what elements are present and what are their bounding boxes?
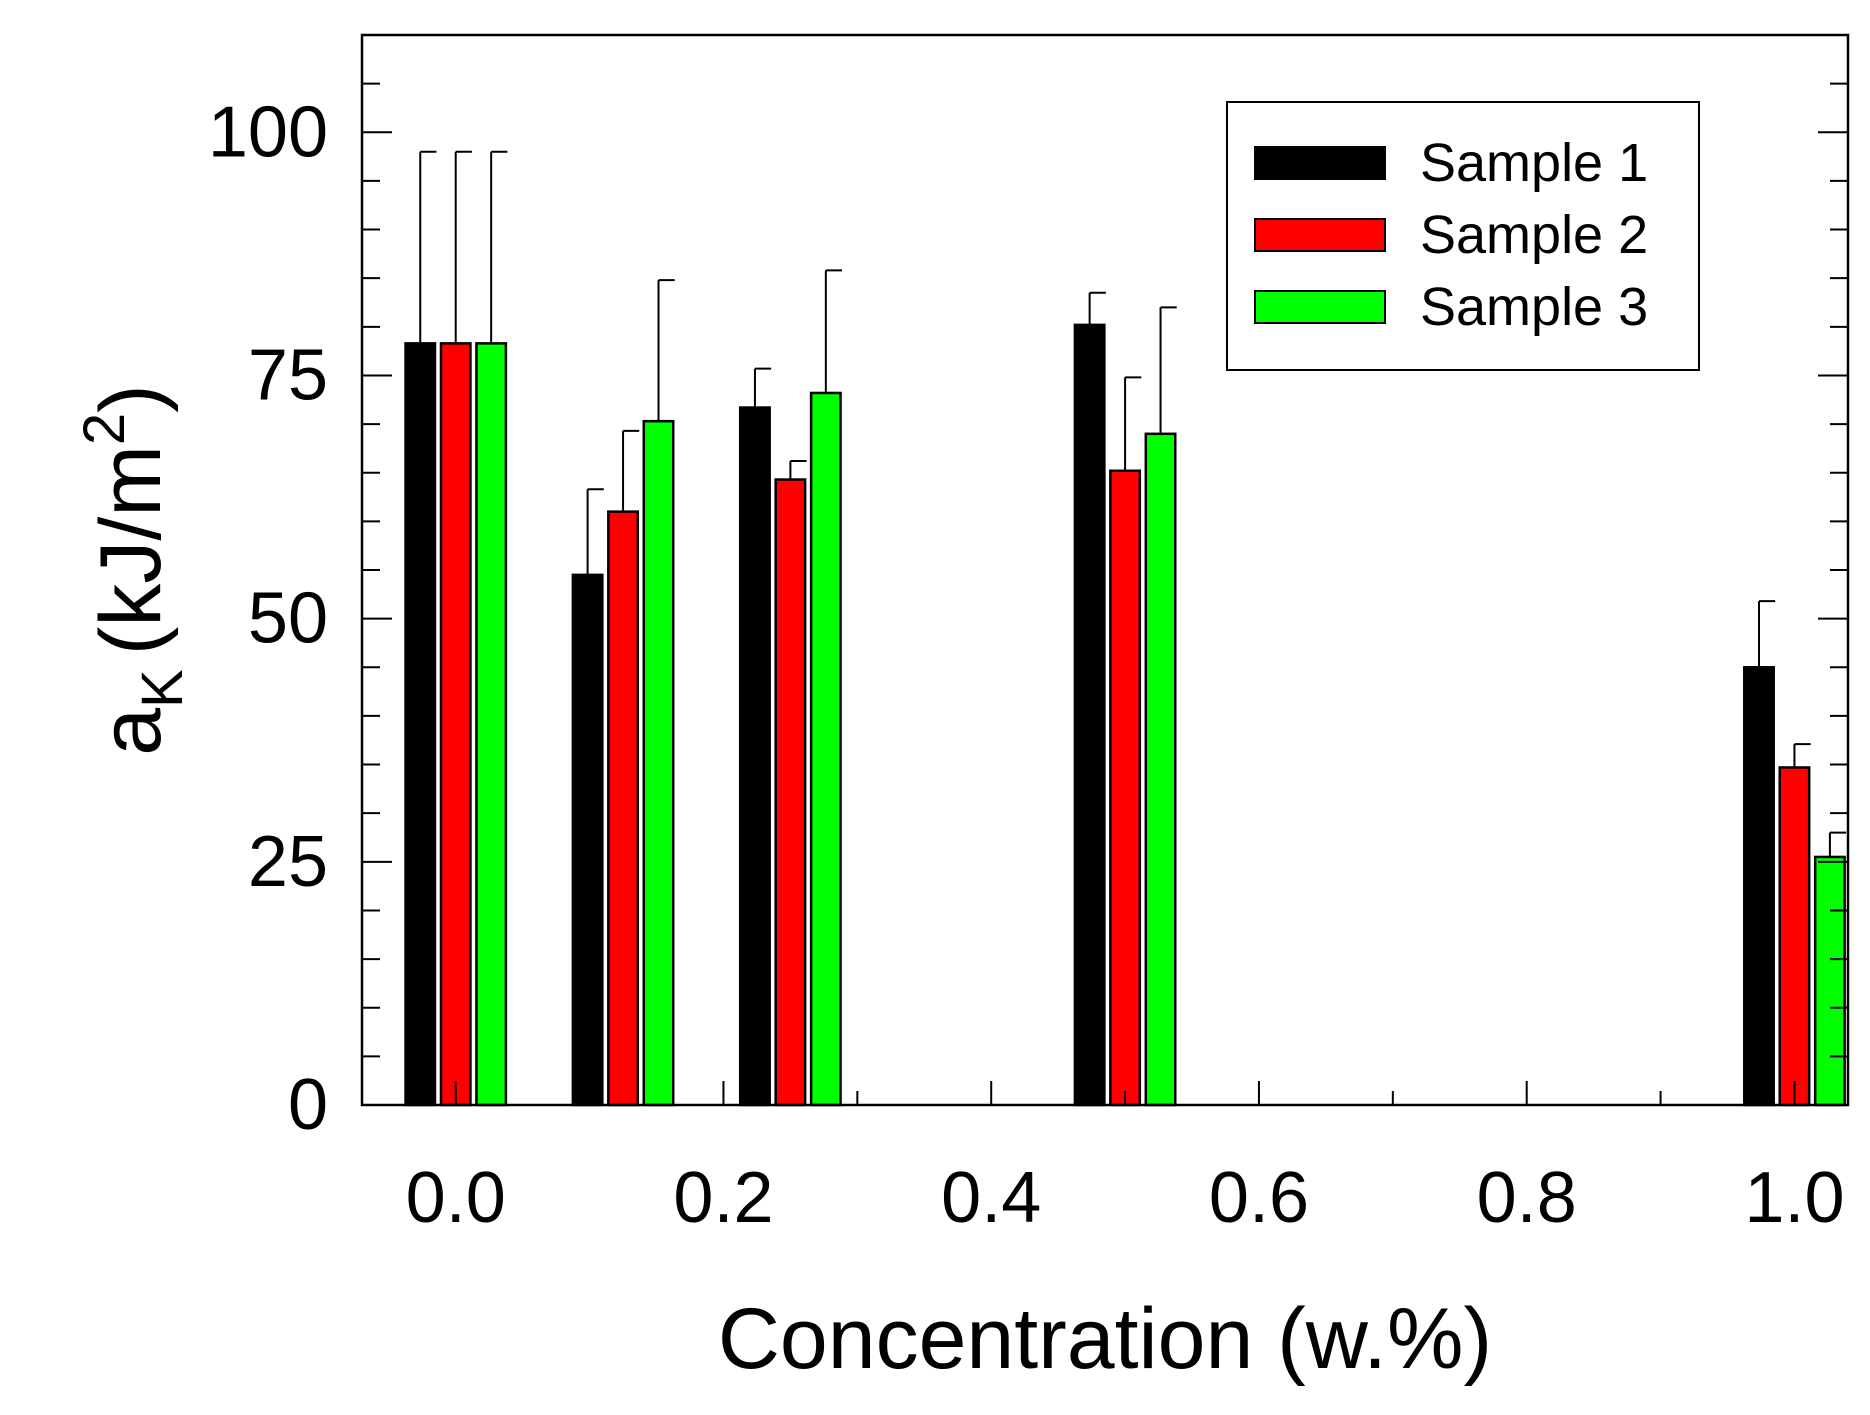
bar-sample-2-group-4 [1109, 469, 1142, 1107]
y-axis-label-close: ) [83, 384, 179, 413]
bar-sample-1-group-3 [738, 406, 771, 1107]
bar-sample-1-group-1 [404, 342, 437, 1107]
y-axis-label-units: (kJ/m [83, 445, 179, 655]
bar-sample-2-group-3 [774, 478, 807, 1107]
legend-swatch-sample-1 [1254, 146, 1386, 180]
bar-sample-3-group-5 [1813, 855, 1846, 1107]
x-tick-label-0.6: 0.6 [1209, 1158, 1309, 1238]
x-tick-label-0.8: 0.8 [1477, 1158, 1577, 1238]
y-axis-label: aK (kJ/m2) [72, 384, 195, 756]
y-tick-label-0: 0 [288, 1065, 328, 1145]
legend-label-sample-1: Sample 1 [1420, 133, 1648, 193]
x-tick-label-1.0: 1.0 [1744, 1158, 1844, 1238]
y-tick-label-75: 75 [248, 335, 328, 415]
bar-sample-3-group-4 [1144, 432, 1177, 1107]
y-axis-label-main: a [83, 708, 179, 756]
legend-swatch-sample-3 [1254, 290, 1386, 324]
bar-sample-2-group-2 [607, 510, 640, 1107]
legend-label-sample-3: Sample 3 [1420, 277, 1648, 337]
bar-sample-3-group-2 [642, 419, 675, 1107]
y-tick-label-50: 50 [248, 579, 328, 659]
bar-sample-1-group-4 [1073, 323, 1106, 1107]
y-axis-label-sub: K [130, 669, 195, 708]
x-tick-label-0.4: 0.4 [941, 1158, 1041, 1238]
bar-sample-2-group-1 [439, 342, 472, 1107]
bar-sample-1-group-5 [1743, 666, 1775, 1107]
legend-items: Sample 1 Sample 2 Sample 3 [1254, 133, 1648, 337]
legend: Sample 1 Sample 2 Sample 3 [1226, 101, 1700, 371]
x-tick-label-0.2: 0.2 [673, 1158, 773, 1238]
bar-sample-2-group-5 [1778, 766, 1811, 1107]
axis-ticks [362, 34, 1848, 1106]
bar-sample-3-group-3 [809, 391, 842, 1107]
bar-sample-3-group-1 [475, 342, 508, 1107]
y-tick-label-25: 25 [248, 822, 328, 902]
tick-labels: 0 25 50 75 100 0.0 0.2 0.4 0.6 0.8 1.0 [208, 92, 1845, 1238]
legend-swatch-sample-2 [1254, 218, 1386, 252]
legend-label-sample-2: Sample 2 [1420, 205, 1648, 265]
y-axis-label-sup: 2 [72, 413, 137, 445]
error-bars-layer [419, 150, 1847, 857]
x-tick-label-0.0: 0.0 [406, 1158, 506, 1238]
bar-sample-1-group-2 [571, 573, 604, 1107]
y-tick-label-100: 100 [208, 92, 328, 172]
x-axis-label: Concentration (w.%) [718, 1291, 1492, 1387]
